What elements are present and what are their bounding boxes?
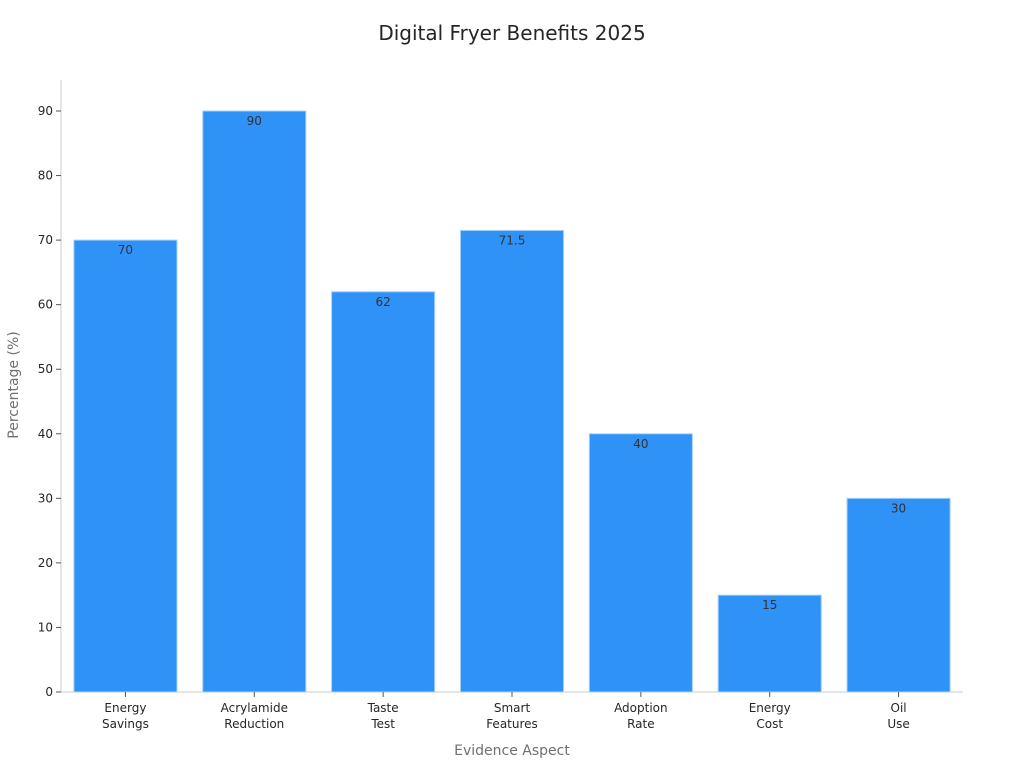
y-tick-label: 30 [38, 491, 53, 505]
y-axis-ticks: 0 10 20 30 40 50 60 70 80 90 [38, 104, 61, 699]
bars [73, 110, 951, 693]
bar [846, 497, 951, 693]
y-tick-label: 20 [38, 556, 53, 570]
y-tick-label: 60 [38, 298, 53, 312]
bar [202, 110, 307, 693]
bar [588, 433, 693, 693]
bar-value-label: 90 [247, 114, 262, 128]
y-tick-label: 0 [45, 685, 53, 699]
y-tick-label: 40 [38, 427, 53, 441]
y-tick-label: 80 [38, 169, 53, 183]
x-tick-label: Energy Savings [102, 701, 149, 731]
y-axis-label: Percentage (%) [6, 331, 22, 438]
bar-value-label: 62 [376, 295, 391, 309]
bar-value-label: 71.5 [499, 233, 526, 247]
x-tick-label: Acrylamide Reduction [221, 701, 288, 731]
y-tick-label: 50 [38, 362, 53, 376]
y-tick-label: 70 [38, 233, 53, 247]
x-tick-label: Adoption Rate [614, 701, 668, 731]
data-labels: 70 90 62 71.5 40 15 30 [118, 114, 906, 612]
x-tick-label: Oil Use [887, 701, 909, 731]
bar [73, 239, 178, 693]
y-tick-label: 10 [38, 620, 53, 634]
x-tick-label: Energy Cost [749, 701, 791, 731]
bar [331, 291, 436, 693]
y-tick-label: 90 [38, 104, 53, 118]
x-tick-label: Taste Test [367, 701, 399, 731]
x-axis-label: Evidence Aspect [454, 743, 570, 759]
chart-title: Digital Fryer Benefits 2025 [378, 21, 645, 45]
bar-value-label: 70 [118, 243, 133, 257]
bar-value-label: 15 [762, 598, 777, 612]
x-axis-ticks: Energy Savings Acrylamide Reduction Taste Tes… [102, 692, 910, 731]
bar [459, 229, 565, 693]
bar-value-label: 30 [891, 501, 906, 515]
x-tick-label: Smart Features [486, 701, 538, 731]
bar-value-label: 40 [633, 437, 648, 451]
bar [717, 594, 822, 693]
